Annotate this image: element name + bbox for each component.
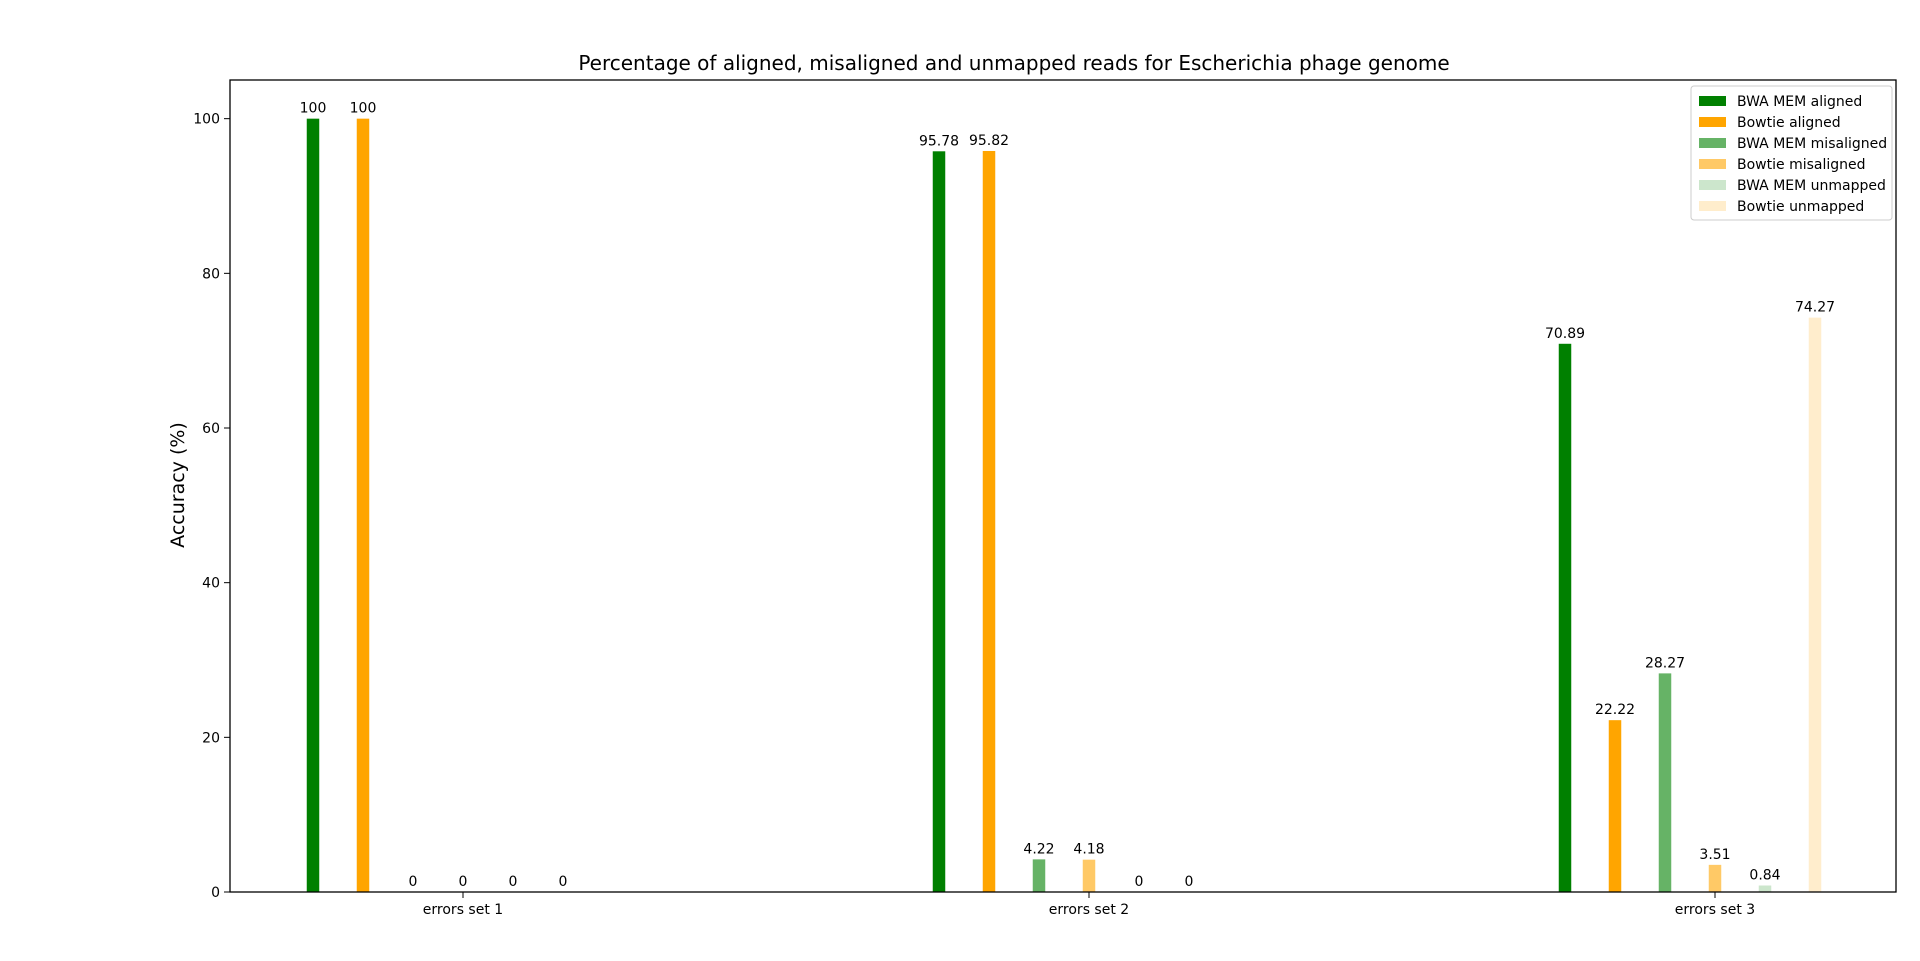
data-label: 100 — [350, 101, 377, 117]
bar — [1708, 864, 1722, 892]
bar — [1658, 673, 1672, 892]
legend-box — [1690, 85, 1893, 221]
bar — [306, 118, 320, 892]
bar — [1608, 720, 1622, 892]
data-label: 0 — [509, 874, 518, 890]
data-label: 3.51 — [1699, 847, 1730, 863]
y-tick-label: 60 — [202, 421, 220, 437]
legend-swatch — [1699, 201, 1726, 211]
x-tick-label: errors set 1 — [423, 902, 503, 918]
data-label: 0 — [1135, 874, 1144, 890]
data-label: 0.84 — [1749, 868, 1780, 884]
data-label: 22.22 — [1595, 702, 1635, 718]
y-tick-label: 40 — [202, 576, 220, 592]
legend-swatch — [1699, 96, 1726, 106]
y-tick-label: 100 — [193, 112, 220, 128]
x-tick-label: errors set 2 — [1049, 902, 1129, 918]
data-label: 4.18 — [1073, 842, 1104, 858]
y-axis-label: Accuracy (%) — [167, 422, 189, 548]
legend-swatch — [1699, 117, 1726, 127]
data-label: 28.27 — [1645, 655, 1685, 671]
data-label: 4.22 — [1023, 841, 1054, 857]
plot-area: 0 20 40 60 80 100 errors set 1 100 100 0 0 0 0 errors… — [193, 101, 1835, 918]
x-tick-label: errors set 3 — [1675, 902, 1755, 918]
data-label: 0 — [459, 874, 468, 890]
legend-swatch — [1699, 138, 1726, 148]
legend-label: BWA MEM aligned — [1737, 94, 1862, 110]
legend: BWA MEM aligned Bowtie aligned BWA MEM mis… — [1690, 85, 1893, 221]
bar — [982, 150, 996, 892]
legend-label: BWA MEM unmapped — [1737, 178, 1886, 194]
y-tick-label: 80 — [202, 266, 220, 282]
legend-swatch — [1699, 180, 1726, 190]
bar — [1808, 317, 1822, 892]
data-label: 100 — [300, 101, 327, 117]
bar — [356, 118, 370, 892]
data-label: 95.82 — [969, 133, 1009, 149]
legend-label: BWA MEM misaligned — [1737, 136, 1887, 152]
plot-frame — [229, 79, 1897, 893]
legend-swatch — [1699, 159, 1726, 169]
bar — [1558, 343, 1572, 892]
data-label: 70.89 — [1545, 326, 1585, 342]
data-label: 0 — [1185, 874, 1194, 890]
data-label: 74.27 — [1795, 300, 1835, 316]
data-label: 0 — [559, 874, 568, 890]
bar — [1032, 859, 1046, 892]
bar — [932, 151, 946, 892]
y-tick-label: 20 — [202, 730, 220, 746]
legend-label: Bowtie unmapped — [1737, 199, 1864, 215]
y-tick-label: 0 — [211, 885, 220, 901]
data-label: 95.78 — [919, 133, 959, 149]
bar — [1758, 885, 1772, 892]
legend-label: Bowtie misaligned — [1737, 157, 1866, 173]
bar — [1082, 859, 1096, 892]
legend-label: Bowtie aligned — [1737, 115, 1841, 131]
data-label: 0 — [409, 874, 418, 890]
chart-title: Percentage of aligned, misaligned and un… — [578, 51, 1449, 75]
